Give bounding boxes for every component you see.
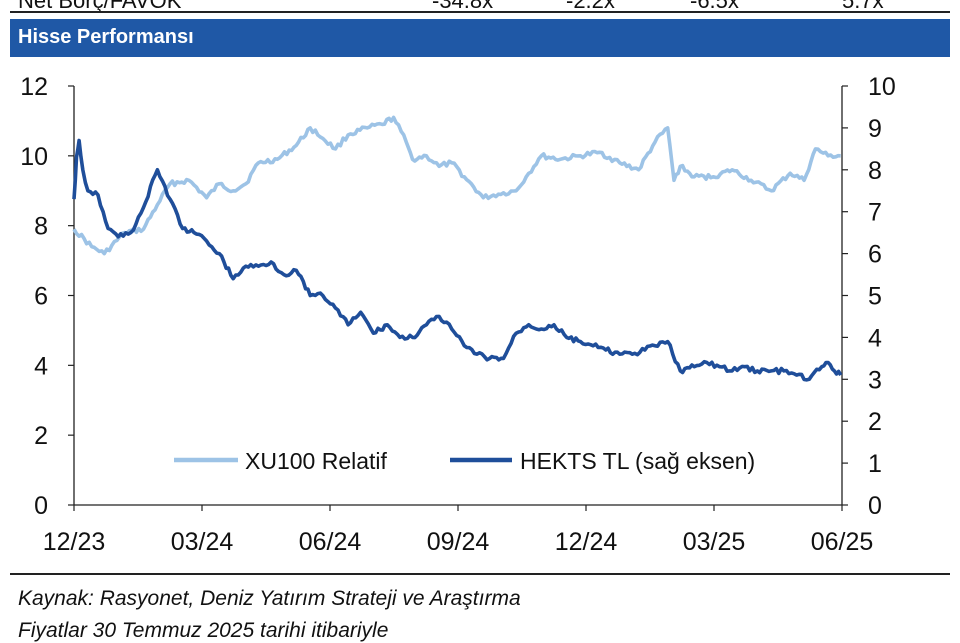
left-y-tick-label: 4	[34, 352, 48, 380]
source-note: Kaynak: Rasyonet, Deniz Yatırım Strateji…	[18, 587, 521, 610]
header-value: 5.7x	[842, 0, 884, 13]
left-y-tick-label: 10	[20, 143, 48, 171]
x-tick-label: 06/25	[811, 528, 874, 556]
right-y-tick-label: 10	[868, 73, 896, 101]
left-y-tick-label: 0	[34, 492, 48, 520]
x-tick-label: 03/25	[683, 528, 746, 556]
header-divider	[10, 11, 950, 13]
section-title: Hisse Performansı	[18, 26, 194, 48]
right-y-tick-label: 8	[868, 157, 882, 185]
left-y-tick-label: 12	[20, 73, 48, 101]
series-line-hekts-tl	[72, 138, 843, 382]
header-value: -34.8x	[432, 0, 494, 13]
right-y-tick-label: 0	[868, 492, 882, 520]
legend-label-hekts: HEKTS TL (sağ eksen)	[520, 448, 755, 474]
right-y-tick-label: 3	[868, 366, 882, 394]
left-y-tick-label: 6	[34, 283, 48, 311]
right-y-tick-label: 4	[868, 324, 882, 352]
x-tick-label: 06/24	[299, 528, 362, 556]
right-y-tick-label: 7	[868, 199, 882, 227]
header-value: -2.2x	[566, 0, 615, 13]
right-y-tick-label: 6	[868, 241, 882, 269]
footnote: Fiyatlar 30 Temmuz 2025 tarihi itibariyl…	[18, 619, 389, 642]
series-line-xu100-relatif	[72, 115, 841, 256]
right-y-tick-label: 1	[868, 450, 882, 478]
header-value: -6.5x	[690, 0, 739, 13]
legend-label-xu100: XU100 Relatif	[245, 448, 388, 474]
x-tick-label: 12/24	[555, 528, 618, 556]
left-y-tick-label: 2	[34, 422, 48, 450]
section-banner: Hisse Performansı	[10, 19, 950, 57]
left-y-tick-label: 8	[34, 213, 48, 241]
header-row: Net Borç/FAVÖK -34.8x -2.2x -6.5x 5.7x	[0, 0, 960, 13]
x-tick-label: 12/23	[43, 528, 106, 556]
footer-divider	[10, 573, 950, 575]
x-tick-label: 09/24	[427, 528, 490, 556]
right-y-tick-label: 2	[868, 408, 882, 436]
right-y-tick-label: 9	[868, 115, 882, 143]
header-row-label: Net Borç/FAVÖK	[18, 0, 182, 13]
right-y-tick-label: 5	[868, 283, 882, 311]
x-tick-label: 03/24	[171, 528, 234, 556]
